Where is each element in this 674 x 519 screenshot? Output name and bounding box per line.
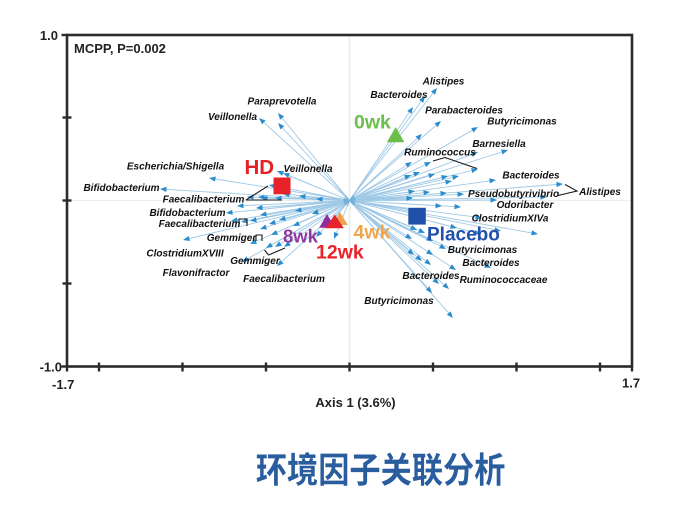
svg-text:Ruminococcaceae: Ruminococcaceae [460,275,548,286]
svg-text:-1.0: -1.0 [40,360,62,375]
svg-text:Veillonella: Veillonella [208,112,258,123]
svg-text:Bacteroides: Bacteroides [370,90,428,101]
svg-text:HD: HD [245,156,275,179]
svg-text:Faecalibacterium: Faecalibacterium [243,274,325,285]
svg-text:Barnesiella: Barnesiella [472,139,526,150]
svg-text:Odoribacter: Odoribacter [497,200,555,211]
svg-text:Butyricimonas: Butyricimonas [487,117,557,128]
svg-text:Gemmiger: Gemmiger [207,233,258,244]
svg-text:Gemmiger: Gemmiger [230,256,281,267]
svg-text:Axis 1 (3.6%): Axis 1 (3.6%) [315,395,395,410]
svg-text:Butyricimonas: Butyricimonas [364,296,434,307]
svg-text:1.0: 1.0 [40,28,58,43]
svg-text:0wk: 0wk [354,112,391,134]
svg-text:Alistipes: Alistipes [422,77,465,88]
svg-text:8wk: 8wk [283,226,319,247]
svg-text:Ruminococcus: Ruminococcus [404,148,476,159]
svg-text:ClostridiumXVIII: ClostridiumXVIII [146,249,223,260]
svg-text:Bifidobacterium: Bifidobacterium [83,183,159,194]
svg-text:Placebo: Placebo [427,225,500,246]
svg-text:Butyricimonas: Butyricimonas [448,245,518,256]
svg-text:Pseudobutyrivibrio: Pseudobutyrivibrio [468,189,559,200]
svg-text:Bacteroides: Bacteroides [462,258,520,269]
svg-text:Faecalibacterium: Faecalibacterium [163,195,245,206]
svg-text:Bifidobacterium: Bifidobacterium [149,208,225,219]
svg-text:Alistipes: Alistipes [578,187,621,198]
svg-text:Parabacteroides: Parabacteroides [425,106,503,117]
svg-text:4wk: 4wk [354,222,391,244]
svg-text:Veillonella: Veillonella [283,164,333,175]
svg-text:Bacteroides: Bacteroides [502,171,560,182]
svg-text:MCPP, P=0.002: MCPP, P=0.002 [74,41,166,56]
svg-text:ClostridiumXIVa: ClostridiumXIVa [472,214,549,225]
svg-text:1.7: 1.7 [622,376,640,391]
svg-text:Paraprevotella: Paraprevotella [248,97,317,108]
svg-text:-1.7: -1.7 [52,377,74,392]
svg-text:12wk: 12wk [316,242,364,264]
svg-text:Flavonifractor: Flavonifractor [163,268,231,279]
svg-text:Bacteroides: Bacteroides [402,271,460,282]
svg-text:Faecalibacterium: Faecalibacterium [159,219,241,230]
svg-text:Escherichia/Shigella: Escherichia/Shigella [127,162,225,173]
